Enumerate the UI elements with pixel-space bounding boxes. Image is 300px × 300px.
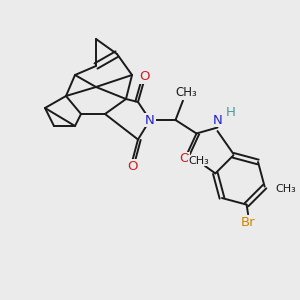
Text: H: H	[226, 106, 236, 119]
Text: O: O	[139, 70, 149, 83]
Text: Br: Br	[241, 215, 255, 229]
Text: O: O	[179, 152, 190, 166]
Text: N: N	[213, 113, 222, 127]
Text: CH₃: CH₃	[276, 184, 297, 194]
Text: CH₃: CH₃	[176, 86, 197, 100]
Text: CH₃: CH₃	[188, 156, 209, 166]
Text: N: N	[145, 113, 155, 127]
Text: O: O	[127, 160, 137, 173]
